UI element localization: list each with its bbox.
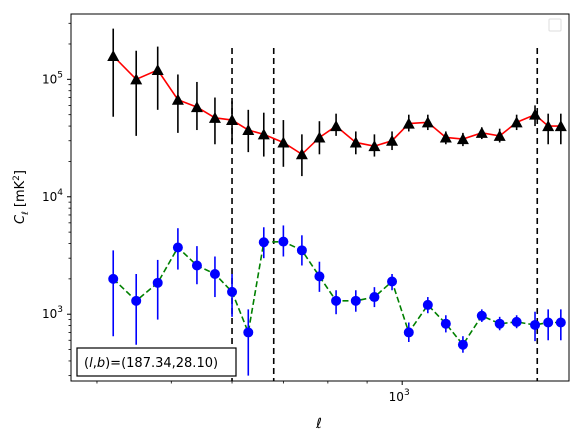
- data-point: [130, 73, 143, 85]
- data-point: [529, 108, 542, 120]
- series-1: [107, 28, 567, 177]
- data-point: [456, 133, 469, 145]
- data-point: [313, 131, 326, 143]
- annotation-box: (l,b)=(187.34,28.10): [76, 347, 237, 377]
- data-point: [243, 327, 254, 338]
- data-point: [108, 273, 119, 284]
- data-point: [349, 136, 362, 148]
- x-axis-label: ℓ: [315, 416, 322, 432]
- data-point: [295, 148, 308, 160]
- data-point: [172, 242, 183, 253]
- axis-ticks: 103 104 105 103: [42, 22, 410, 404]
- data-point: [555, 317, 566, 328]
- x-tick-label: 103: [389, 388, 410, 404]
- data-point: [368, 140, 381, 152]
- data-point: [151, 64, 164, 76]
- data-point: [457, 339, 468, 350]
- y-tick-label: 104: [42, 188, 63, 204]
- data-point: [208, 111, 221, 123]
- data-point: [402, 117, 415, 129]
- data-point: [277, 136, 290, 148]
- series-2: [108, 225, 566, 376]
- data-point: [209, 269, 220, 280]
- data-point: [107, 50, 120, 62]
- data-point: [493, 129, 506, 141]
- data-point: [421, 116, 434, 128]
- data-point: [296, 245, 307, 256]
- data-point: [543, 317, 554, 328]
- data-point: [387, 276, 398, 287]
- data-point: [152, 277, 163, 288]
- data-point: [227, 286, 238, 297]
- series-line: [112, 240, 561, 347]
- data-point: [554, 120, 567, 132]
- data-point: [350, 295, 361, 306]
- data-point: [242, 124, 255, 136]
- data-point: [278, 236, 289, 247]
- data-point: [226, 114, 239, 126]
- data-point: [258, 237, 269, 248]
- data-point: [511, 316, 522, 327]
- data-point: [386, 134, 399, 146]
- data-point: [494, 318, 505, 329]
- y-tick-label: 103: [42, 305, 63, 321]
- data-point: [403, 327, 414, 338]
- data-point: [171, 93, 184, 105]
- data-point: [475, 126, 488, 138]
- plot-area: [107, 28, 567, 381]
- data-point: [542, 120, 555, 132]
- series-line: [112, 55, 561, 156]
- legend-box: [548, 18, 562, 32]
- data-point: [331, 295, 342, 306]
- data-point: [131, 295, 142, 306]
- data-point: [330, 120, 343, 132]
- y-tick-label: 105: [42, 70, 63, 86]
- data-point: [190, 101, 203, 113]
- data-point: [476, 310, 487, 321]
- data-point: [369, 292, 380, 303]
- data-point: [439, 131, 452, 143]
- data-point: [510, 116, 523, 128]
- data-point: [314, 271, 325, 282]
- y-axis-label: Cℓ [mK2]: [12, 170, 31, 224]
- data-point: [422, 299, 433, 310]
- data-point: [191, 260, 202, 271]
- data-point: [530, 319, 541, 330]
- data-point: [440, 318, 451, 329]
- annotation-text: (l,b)=(187.34,28.10): [84, 356, 218, 371]
- plot-frame: [70, 13, 570, 382]
- data-point: [257, 128, 270, 140]
